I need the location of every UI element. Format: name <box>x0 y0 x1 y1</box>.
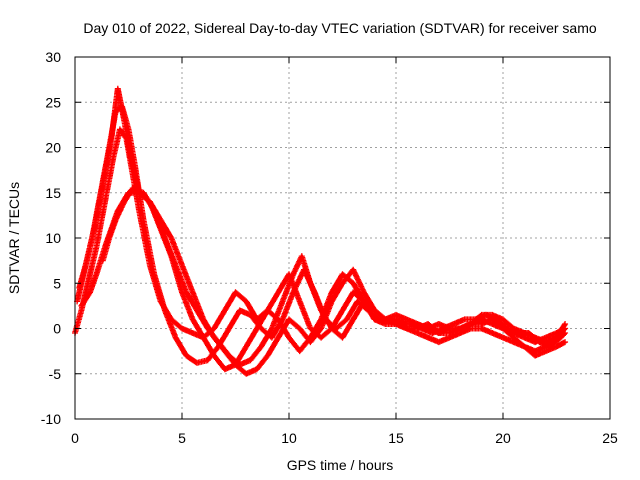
y-axis-label: SDTVAR / TECUs <box>6 182 22 294</box>
data-point-marker <box>204 325 221 344</box>
data-point-marker <box>343 299 360 323</box>
data-point-marker <box>247 344 264 364</box>
data-point-marker <box>557 331 567 341</box>
data-point-marker <box>102 155 117 205</box>
data-point-marker <box>140 216 157 276</box>
data-point-marker <box>172 262 189 294</box>
data-point-marker <box>500 325 516 340</box>
x-tick-label: 0 <box>71 430 79 446</box>
data-point-marker <box>307 280 324 312</box>
y-tick-label: -10 <box>41 411 61 427</box>
data-point-marker <box>179 289 196 321</box>
data-point-marker <box>279 272 296 305</box>
data-point-marker <box>275 317 292 341</box>
data-point-marker <box>114 85 127 122</box>
x-tick-label: 15 <box>388 430 404 446</box>
data-point-marker <box>500 316 516 331</box>
data-point-marker <box>200 334 217 358</box>
data-point-marker <box>99 236 112 264</box>
data-point-marker <box>264 335 281 359</box>
data-point-marker <box>258 326 275 350</box>
data-point-marker <box>179 262 196 294</box>
data-point-marker <box>339 290 356 314</box>
y-tick-label: 5 <box>53 275 61 291</box>
y-tick-label: -5 <box>49 366 62 382</box>
data-point-marker <box>296 298 313 331</box>
data-point-marker <box>339 267 356 287</box>
data-point-marker <box>78 290 93 309</box>
data-point-marker <box>286 334 302 353</box>
data-point-marker <box>168 235 185 267</box>
data-point-marker <box>189 316 206 340</box>
data-point-marker <box>232 289 248 304</box>
data-point-marker <box>243 326 260 350</box>
data-point-marker <box>350 299 367 323</box>
x-axis-label: GPS time / hours <box>287 457 394 473</box>
y-tick-label: 10 <box>45 230 61 246</box>
data-point-marker <box>286 316 302 331</box>
data-point-marker <box>562 339 569 346</box>
data-point-marker <box>339 317 356 341</box>
data-point-marker <box>121 117 134 158</box>
data-point-marker <box>360 298 377 313</box>
data-point-marker <box>333 317 349 332</box>
data-point-marker <box>268 299 285 332</box>
data-point-marker <box>93 200 108 251</box>
data-point-marker <box>151 271 168 312</box>
data-point-marker <box>467 312 484 327</box>
data-point-marker <box>279 290 296 323</box>
data-point-marker <box>161 307 178 340</box>
data-point-marker <box>307 326 324 346</box>
y-tick-label: 0 <box>53 321 61 337</box>
data-point-marker <box>121 186 135 205</box>
data-point-marker <box>307 317 324 341</box>
data-point-marker <box>226 308 242 332</box>
data-point-marker <box>194 307 210 331</box>
data-point-marker <box>350 266 367 294</box>
data-point-marker <box>106 218 119 241</box>
y-tick-label: 15 <box>45 185 61 201</box>
x-tick-label: 5 <box>178 430 186 446</box>
data-point-marker <box>151 207 168 240</box>
data-point-marker <box>318 307 334 331</box>
y-tick-label: 25 <box>45 94 61 110</box>
x-tick-label: 10 <box>281 430 297 446</box>
x-tick-label: 25 <box>602 430 618 446</box>
data-point-marker <box>140 189 157 213</box>
data-point-marker <box>84 245 99 287</box>
data-point-marker <box>328 281 345 305</box>
data-point-marker <box>161 235 178 267</box>
y-tick-label: 20 <box>45 140 61 156</box>
data-point-marker <box>183 289 200 313</box>
x-tick-label: 20 <box>495 430 511 446</box>
data-point-marker <box>172 334 189 358</box>
data-point-marker <box>328 272 345 296</box>
data-point-marker <box>296 325 313 344</box>
data-points <box>72 85 569 377</box>
data-point-marker <box>553 326 567 341</box>
data-point-marker <box>215 339 232 358</box>
chart-title: Day 010 of 2022, Sidereal Day-to-day VTE… <box>83 20 596 36</box>
data-point-marker <box>99 137 115 187</box>
data-point-marker <box>350 280 367 304</box>
series-arc-5 <box>99 185 569 368</box>
data-point-marker <box>298 253 313 285</box>
data-point-marker <box>80 227 97 278</box>
data-point-marker <box>489 316 505 331</box>
data-point-marker <box>87 272 99 296</box>
data-point-marker <box>253 308 270 332</box>
axis-ticks: 0 5 10 15 20 25 -10 -5 0 5 10 15 20 25 30 <box>41 49 618 446</box>
data-point-marker <box>211 352 227 371</box>
data-point-marker <box>211 308 227 332</box>
data-point-marker <box>253 353 270 373</box>
data-point-marker <box>91 182 106 232</box>
data-point-marker <box>74 272 87 305</box>
data-point-marker <box>112 200 127 223</box>
data-point-marker <box>562 325 569 332</box>
data-point-marker <box>221 290 238 314</box>
y-tick-label: 30 <box>45 49 61 65</box>
